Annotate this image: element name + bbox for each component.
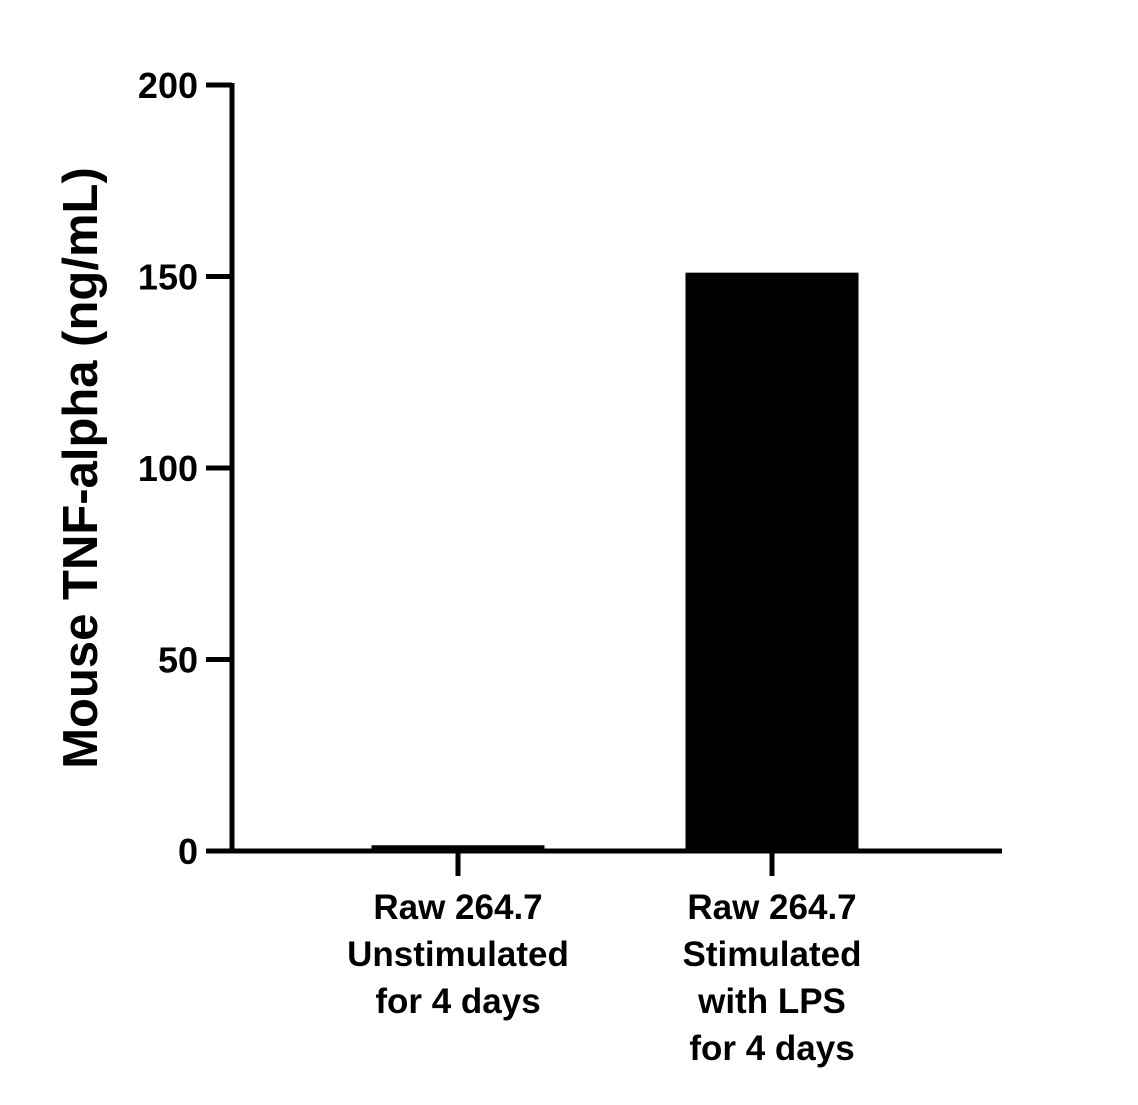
x-category-label: Stimulated: [683, 935, 862, 974]
y-tick-label: 200: [138, 65, 198, 106]
x-category-label: Unstimulated: [347, 935, 569, 974]
bar: [685, 272, 859, 851]
y-tick-label: 50: [158, 640, 198, 681]
y-tick-label: 100: [138, 448, 198, 489]
bar: [371, 845, 545, 851]
x-axis-ticks: Raw 264.7 Unstimulated for 4 days Raw 264.7…: [347, 851, 861, 1068]
y-axis-title: Mouse TNF-alpha (ng/mL): [54, 167, 108, 769]
x-category-label: Raw 264.7: [687, 888, 856, 927]
x-category-label: for 4 days: [375, 982, 540, 1021]
bars: [371, 272, 859, 851]
x-category-label: for 4 days: [689, 1029, 854, 1068]
y-tick-label: 150: [138, 257, 198, 298]
x-category-label: with LPS: [697, 982, 846, 1021]
y-tick-label: 0: [178, 831, 198, 872]
x-category-label: Raw 264.7: [373, 888, 542, 927]
y-axis-ticks: 0 50 100 150 200: [138, 65, 232, 872]
